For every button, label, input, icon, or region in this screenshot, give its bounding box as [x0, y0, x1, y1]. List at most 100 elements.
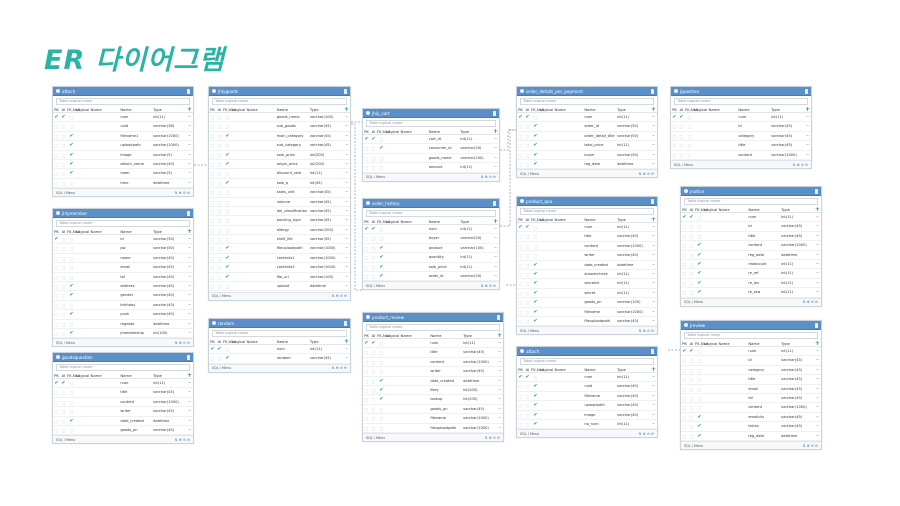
column-name-cell[interactable]: id: [120, 237, 124, 241]
pk-checkbox[interactable]: ✔: [210, 346, 215, 352]
logical-name-cell[interactable]: [386, 234, 429, 242]
pk-checkbox[interactable]: □: [364, 165, 369, 171]
remove-column-icon[interactable]: −: [497, 378, 501, 383]
remove-column-icon[interactable]: −: [497, 397, 501, 402]
ai-checkbox[interactable]: □: [61, 152, 66, 158]
add-column-icon[interactable]: +: [804, 106, 810, 113]
column-name-cell[interactable]: upload: [276, 284, 289, 289]
column-type-cell[interactable]: varchar(50): [460, 236, 482, 241]
column-name-cell[interactable]: content: [584, 243, 599, 248]
remove-column-icon[interactable]: −: [815, 358, 819, 363]
pk-checkbox[interactable]: ✔: [682, 214, 687, 220]
pk-checkbox[interactable]: □: [54, 152, 59, 158]
null-checkbox[interactable]: ✔: [533, 317, 538, 324]
ai-checkbox[interactable]: □: [371, 245, 376, 251]
logical-name-cell[interactable]: [694, 113, 738, 121]
logical-name-cell[interactable]: [540, 308, 584, 316]
column-name-cell[interactable]: reg_date: [748, 433, 765, 438]
logical-name-cell[interactable]: [704, 432, 748, 440]
remove-column-icon[interactable]: −: [651, 225, 655, 229]
column-name-cell[interactable]: fileuploadpath: [276, 246, 303, 251]
logical-name-cell[interactable]: [540, 160, 584, 168]
ai-checkbox[interactable]: ✔: [689, 348, 694, 354]
null-checkbox[interactable]: □: [225, 284, 230, 290]
footer-tool-icons[interactable]: ⇅ ⊕ ⚙ ⊖: [792, 162, 808, 167]
logical-name-cell[interactable]: [76, 132, 120, 140]
column-name-cell[interactable]: address: [120, 283, 135, 288]
column-type-cell[interactable]: varchar(1000): [309, 255, 336, 260]
column-name-cell[interactable]: mom: [120, 171, 130, 176]
pk-checkbox[interactable]: □: [672, 143, 677, 149]
pk-checkbox[interactable]: □: [54, 265, 59, 271]
pk-checkbox[interactable]: □: [518, 152, 523, 158]
ai-checkbox[interactable]: □: [217, 246, 222, 252]
remove-column-icon[interactable]: −: [187, 237, 191, 241]
column-type-cell[interactable]: varchar(1000): [617, 243, 643, 248]
logical-name-cell[interactable]: [76, 407, 120, 415]
logical-name-cell[interactable]: [694, 132, 738, 140]
column-name-cell[interactable]: goods_name: [276, 115, 300, 119]
column-name-cell[interactable]: content: [738, 152, 753, 157]
ai-checkbox[interactable]: □: [689, 252, 694, 258]
logical-name-cell[interactable]: [540, 420, 584, 428]
logical-name-cell[interactable]: [540, 251, 584, 259]
remove-column-icon[interactable]: −: [345, 152, 349, 157]
null-checkbox[interactable]: □: [533, 243, 538, 249]
column-type-cell[interactable]: datetime: [781, 433, 798, 438]
trash-icon[interactable]: [493, 111, 496, 116]
remove-column-icon[interactable]: −: [815, 215, 819, 219]
column-name-cell[interactable]: sub_category: [276, 143, 301, 148]
logical-name-cell[interactable]: [704, 241, 748, 249]
ai-checkbox[interactable]: □: [371, 155, 376, 161]
remove-column-icon[interactable]: −: [493, 137, 497, 141]
sql-menu-button[interactable]: SQL / Menu: [520, 431, 540, 436]
null-checkbox[interactable]: ✔: [697, 279, 702, 286]
ai-checkbox[interactable]: ✔: [525, 114, 530, 120]
column-name-cell[interactable]: origin_price: [276, 161, 298, 166]
remove-column-icon[interactable]: −: [815, 233, 819, 238]
pk-checkbox[interactable]: □: [518, 309, 523, 315]
table-logical-name-input[interactable]: Table logical name: [520, 208, 654, 215]
ai-checkbox[interactable]: ✔: [217, 346, 222, 352]
remove-column-icon[interactable]: −: [345, 161, 349, 166]
column-name-cell[interactable]: secret: [584, 290, 596, 295]
remove-column-icon[interactable]: −: [651, 161, 655, 166]
remove-column-icon[interactable]: −: [651, 309, 655, 314]
table-header[interactable]: attach: [53, 87, 193, 96]
ai-checkbox[interactable]: ✔: [61, 114, 66, 120]
logical-name-cell[interactable]: [76, 113, 120, 121]
null-checkbox[interactable]: ✔: [379, 254, 384, 261]
column-name-cell[interactable]: fileuploadpath: [584, 318, 611, 323]
ai-checkbox[interactable]: □: [217, 124, 222, 130]
footer-tool-icons[interactable]: ⇅ ⊕ ⚙ ⊖: [638, 328, 654, 333]
remove-column-icon[interactable]: −: [651, 133, 655, 138]
footer-tool-icons[interactable]: ⇅ ⊕ ⚙ ⊖: [480, 175, 496, 180]
remove-column-icon[interactable]: −: [345, 171, 349, 176]
remove-column-icon[interactable]: −: [651, 290, 655, 295]
column-name-cell[interactable]: title: [584, 234, 592, 239]
null-checkbox[interactable]: ✔: [379, 386, 384, 393]
column-type-cell[interactable]: varchar(45): [153, 390, 175, 395]
logical-name-cell[interactable]: [704, 232, 748, 240]
column-name-cell[interactable]: sale_price: [428, 264, 447, 269]
logical-name-cell[interactable]: [76, 169, 120, 177]
null-checkbox[interactable]: □: [697, 377, 702, 383]
logical-name-cell[interactable]: [540, 411, 584, 419]
column-name-cell[interactable]: goods_name: [428, 155, 452, 160]
remove-column-icon[interactable]: −: [345, 237, 349, 242]
null-checkbox[interactable]: □: [69, 390, 74, 396]
logical-name-cell[interactable]: [76, 388, 120, 396]
trash-icon[interactable]: [651, 349, 654, 354]
null-checkbox[interactable]: ✔: [69, 292, 74, 299]
remove-column-icon[interactable]: −: [493, 155, 497, 160]
trash-icon[interactable]: [651, 89, 654, 94]
column-name-cell[interactable]: order_id: [428, 273, 444, 278]
column-type-cell[interactable]: varchar(45): [463, 369, 485, 374]
column-type-cell[interactable]: varchar(45): [309, 356, 331, 361]
add-column-icon[interactable]: +: [814, 340, 820, 347]
pk-checkbox[interactable]: ✔: [54, 114, 59, 120]
ai-checkbox[interactable]: □: [689, 290, 694, 296]
null-checkbox[interactable]: □: [533, 225, 538, 230]
ai-checkbox[interactable]: ✔: [525, 374, 530, 380]
column-name-cell[interactable]: content: [748, 405, 763, 410]
